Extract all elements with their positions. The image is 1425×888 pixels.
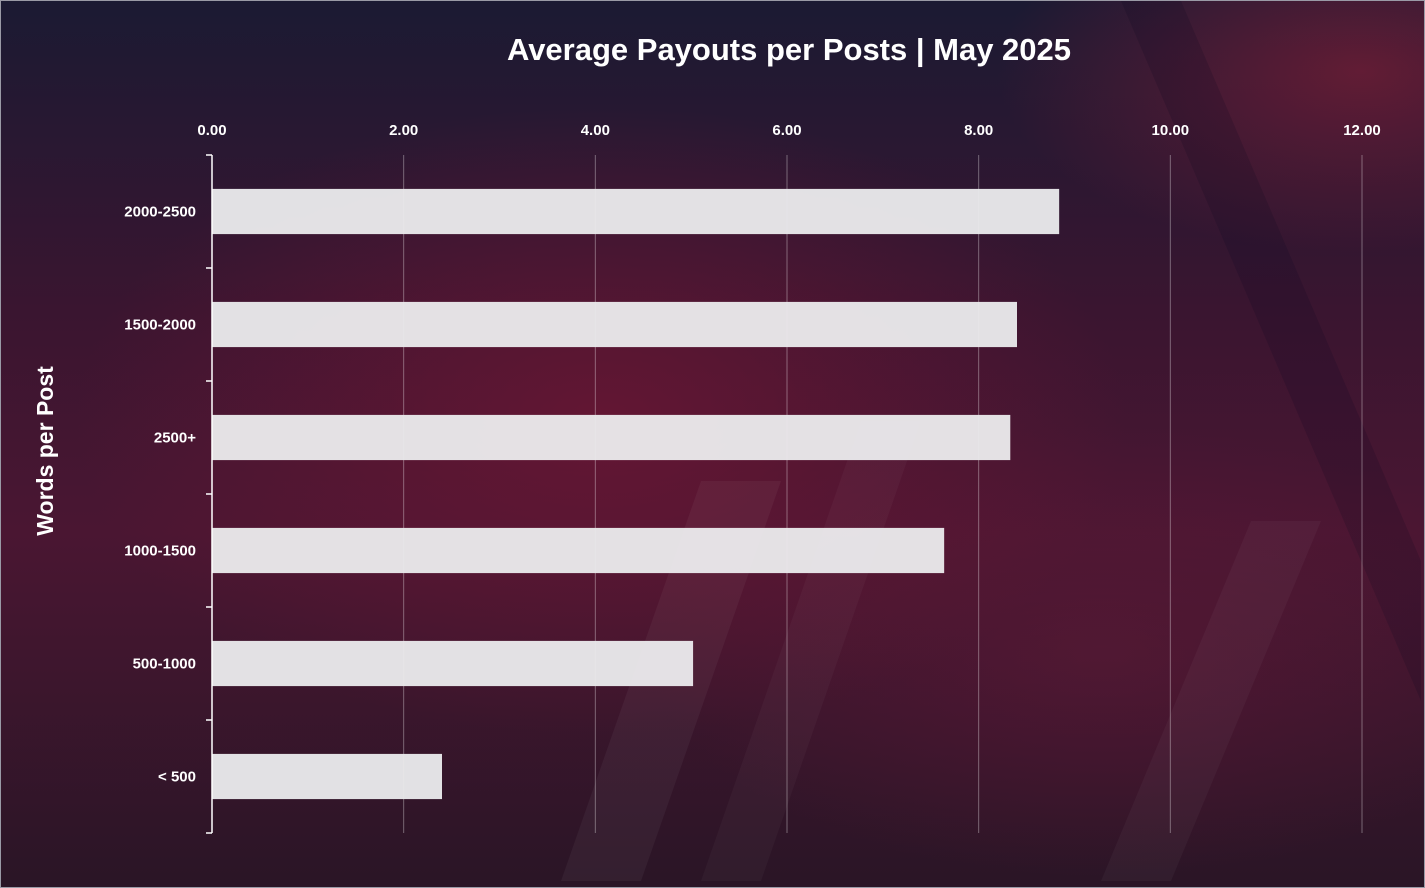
gridlines [403,155,1363,833]
x-tick-label: 12.00 [1343,122,1381,139]
bar [212,414,1011,461]
x-tick-label: 8.00 [964,122,993,139]
x-tick-label: 0.00 [197,122,226,139]
bar [212,753,442,800]
category-label: < 500 [158,769,196,786]
category-label: 1500-2000 [124,317,196,334]
bar [212,527,945,574]
x-axis-ticks: 0.00 2.00 4.00 6.00 8.00 10.00 12.00 [197,122,1380,139]
category-label: 2000-2500 [124,204,196,221]
bar [212,188,1060,235]
y-axis-categories: 2000-2500 1500-2000 2500+ 1000-1500 500-1000… [124,204,196,786]
bars [212,188,1060,800]
y-axis-label: Words per Post [32,366,58,536]
category-label: 500-1000 [133,656,196,673]
bar [212,640,694,687]
x-tick-label: 2.00 [389,122,418,139]
chart-title: Average Payouts per Posts | May 2025 [507,32,1071,67]
x-tick-label: 4.00 [581,122,610,139]
x-tick-label: 10.00 [1152,122,1190,139]
x-tick-label: 6.00 [772,122,801,139]
y-axis [206,154,213,834]
category-label: 2500+ [154,430,196,447]
bar [212,301,1017,348]
category-label: 1000-1500 [124,543,196,560]
